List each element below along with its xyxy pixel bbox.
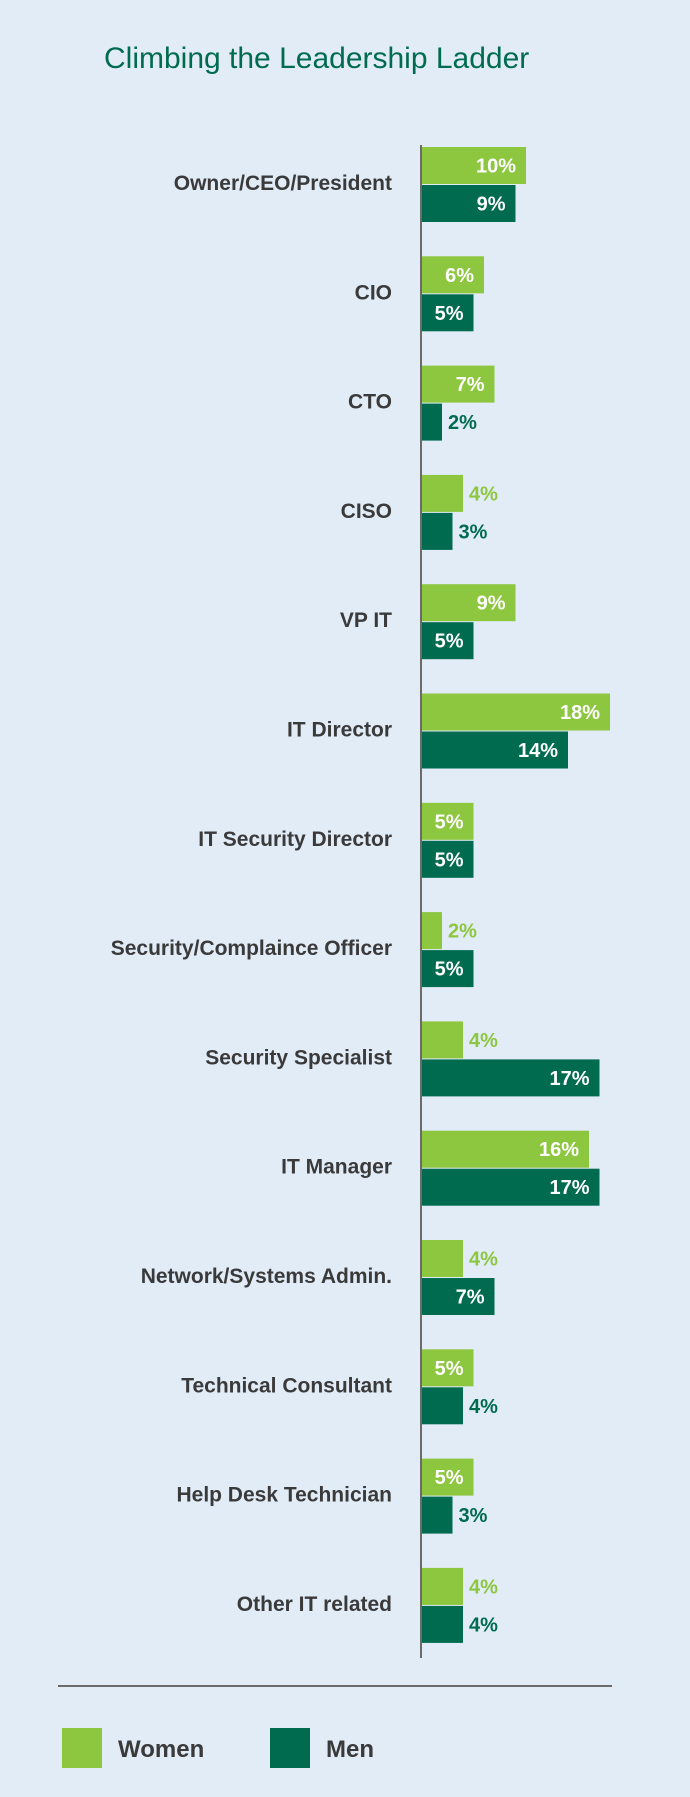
category-label-other-it-related: Other IT related — [237, 1593, 392, 1616]
bar-men-other-it-related — [421, 1605, 463, 1643]
value-label-women-owner-ceo-president: 10% — [476, 156, 516, 178]
value-label-women-network-systems-admin: 4% — [469, 1249, 498, 1271]
category-label-it-security-director: IT Security Director — [198, 828, 392, 851]
category-label-security-specialist: Security Specialist — [205, 1046, 392, 1069]
bar-men-help-desk-technician — [421, 1496, 453, 1534]
value-label-women-security-specialist: 4% — [469, 1030, 498, 1052]
category-label-it-manager: IT Manager — [281, 1156, 392, 1179]
value-label-men-it-security-director: 5% — [435, 849, 464, 871]
bar-men-vp-it — [421, 622, 474, 660]
bar-men-cio — [421, 294, 474, 332]
bar-women-network-systems-admin — [421, 1240, 463, 1277]
category-label-cio: CIO — [355, 281, 392, 304]
bar-women-it-manager — [421, 1130, 589, 1168]
value-label-men-owner-ceo-president: 9% — [477, 194, 506, 216]
bar-women-help-desk-technician — [421, 1458, 474, 1496]
bar-women-cio — [421, 256, 484, 294]
value-label-men-other-it-related: 4% — [469, 1614, 498, 1636]
bar-men-cto — [421, 403, 442, 441]
bar-women-it-director — [421, 693, 610, 731]
category-label-security-complaince-officer: Security/Complaince Officer — [111, 937, 392, 960]
bar-men-technical-consultant — [421, 1387, 463, 1425]
category-label-network-systems-admin: Network/Systems Admin. — [141, 1265, 392, 1288]
value-label-women-technical-consultant: 5% — [435, 1358, 464, 1380]
bar-women-it-security-director — [421, 802, 474, 840]
value-label-men-security-complaince-officer: 5% — [435, 959, 464, 981]
value-label-women-it-security-director: 5% — [435, 811, 464, 833]
category-label-it-director: IT Director — [287, 719, 392, 742]
value-label-men-technical-consultant: 4% — [469, 1396, 498, 1418]
legend-label-women: Women — [118, 1736, 204, 1763]
bars-group: Owner/CEO/President 10% 9% CIO 6% 5% CTO 7% 2% CI… — [111, 147, 610, 1643]
value-label-women-cto: 7% — [456, 374, 485, 396]
value-label-men-help-desk-technician: 3% — [459, 1505, 488, 1527]
value-label-men-it-director: 14% — [518, 740, 558, 762]
bar-men-ciso — [421, 512, 453, 550]
bar-women-ciso — [421, 474, 463, 512]
category-label-ciso: CISO — [341, 500, 392, 523]
value-label-women-help-desk-technician: 5% — [435, 1467, 464, 1489]
value-label-women-cio: 6% — [445, 265, 474, 287]
category-label-cto: CTO — [348, 391, 392, 414]
bar-women-security-specialist — [421, 1021, 463, 1059]
legend-swatch-men — [270, 1728, 310, 1768]
value-label-men-vp-it: 5% — [435, 631, 464, 653]
value-label-women-vp-it: 9% — [477, 593, 506, 615]
value-label-women-security-complaince-officer: 2% — [448, 921, 477, 943]
value-label-men-security-specialist: 17% — [549, 1068, 589, 1090]
legend-swatch-women — [62, 1728, 102, 1768]
value-label-men-it-manager: 17% — [549, 1177, 589, 1199]
legend: Women Men — [62, 1728, 374, 1768]
bar-men-network-systems-admin — [421, 1278, 495, 1315]
bar-women-other-it-related — [421, 1567, 463, 1605]
bar-men-security-specialist — [421, 1059, 600, 1097]
value-label-women-ciso: 4% — [469, 483, 498, 505]
category-label-owner-ceo-president: Owner/CEO/President — [174, 172, 392, 195]
category-label-vp-it: VP IT — [340, 609, 392, 632]
value-label-men-cto: 2% — [448, 412, 477, 434]
value-label-men-network-systems-admin: 7% — [456, 1287, 485, 1309]
value-label-men-cio: 5% — [435, 303, 464, 325]
bar-men-it-director — [421, 731, 568, 769]
category-label-technical-consultant: Technical Consultant — [181, 1374, 392, 1397]
bar-women-security-complaince-officer — [421, 912, 442, 950]
category-label-help-desk-technician: Help Desk Technician — [176, 1484, 392, 1507]
value-label-women-it-manager: 16% — [539, 1139, 579, 1161]
bar-women-cto — [421, 365, 495, 403]
bar-women-owner-ceo-president — [421, 147, 526, 184]
legend-label-men: Men — [326, 1736, 374, 1763]
bar-men-owner-ceo-president — [421, 185, 516, 222]
bar-men-security-complaince-officer — [421, 950, 474, 988]
bar-women-technical-consultant — [421, 1349, 474, 1387]
bar-men-it-security-director — [421, 840, 474, 878]
value-label-women-it-director: 18% — [560, 702, 600, 724]
bar-women-vp-it — [421, 584, 516, 622]
bar-men-it-manager — [421, 1168, 600, 1206]
value-label-men-ciso: 3% — [459, 521, 488, 543]
value-label-women-other-it-related: 4% — [469, 1576, 498, 1598]
chart-title: Climbing the Leadership Ladder — [104, 42, 529, 75]
